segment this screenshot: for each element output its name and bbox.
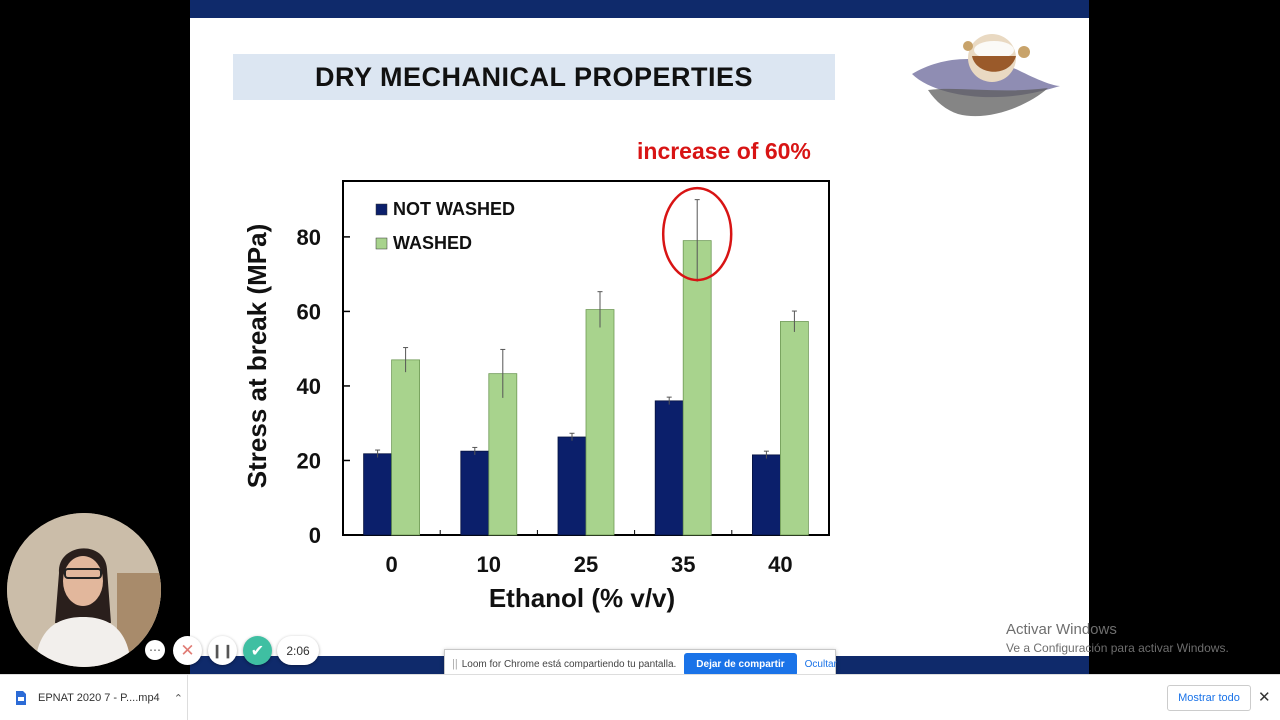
presentation-slide: DRY MECHANICAL PROPERTIES increase of 60… <box>190 0 1089 674</box>
y-tick-label: 20 <box>297 448 321 473</box>
bar-washed <box>391 359 421 536</box>
slide-title-box: DRY MECHANICAL PROPERTIES <box>233 54 835 100</box>
stop-sharing-button[interactable]: Dejar de compartir <box>684 652 797 676</box>
drag-handle-icon[interactable]: || <box>452 658 458 670</box>
stress-bar-chart: Stress at break (MPa) Ethanol (% v/v) 0 2… <box>242 180 830 613</box>
x-tick-label: 0 <box>385 552 397 577</box>
slide-top-bar <box>190 0 1089 18</box>
y-axis-label: Stress at break (MPa) <box>242 224 272 488</box>
logo-image <box>912 34 1060 117</box>
close-download-bar-button[interactable]: ✕ <box>1258 688 1271 706</box>
y-tick-label: 0 <box>309 523 321 548</box>
pause-icon: ❙❙ <box>211 642 234 658</box>
download-bar: EPNAT 2020 7 - P....mp4 ⌃ Mostrar todo ✕ <box>0 674 1280 720</box>
ellipsis-icon: ⋯ <box>149 643 161 657</box>
legend-label: WASHED <box>393 233 472 253</box>
legend-label: NOT WASHED <box>393 199 515 219</box>
webcam-bubble[interactable] <box>7 513 161 667</box>
finish-recording-button[interactable]: ✔ <box>243 636 272 665</box>
recording-timer: 2:06 <box>277 636 319 665</box>
x-tick-label: 25 <box>574 552 598 577</box>
hide-share-bar-button[interactable]: Ocultar <box>804 658 837 670</box>
x-axis-label: Ethanol (% v/v) <box>489 583 675 613</box>
y-tick-label: 60 <box>297 299 321 324</box>
activation-watermark-title: Activar Windows <box>1006 621 1117 638</box>
x-tick-label: 40 <box>768 552 792 577</box>
bar-washed <box>682 240 712 536</box>
bar-not-washed <box>752 454 781 536</box>
legend-swatch <box>375 203 388 216</box>
bar-not-washed <box>460 450 490 536</box>
bar-not-washed <box>557 436 587 536</box>
plot-area: 0 20 40 60 80 0 10 25 35 40 NOT WASHED WASHED <box>297 180 830 577</box>
download-item[interactable]: EPNAT 2020 7 - P....mp4 ⌃ <box>0 675 188 720</box>
pause-recording-button[interactable]: ❙❙ <box>208 636 237 665</box>
y-tick-label: 40 <box>297 374 321 399</box>
close-icon: ✕ <box>1258 689 1271 706</box>
more-options-button[interactable]: ⋯ <box>145 640 165 660</box>
check-icon: ✔ <box>250 642 265 660</box>
video-file-icon <box>16 691 26 705</box>
y-tick-label: 80 <box>297 225 321 250</box>
share-message: Loom for Chrome está compartiendo tu pan… <box>461 658 677 670</box>
activation-watermark-subtitle: Ve a Configuración para activar Windows. <box>1006 641 1229 655</box>
x-tick-label: 10 <box>477 552 501 577</box>
highlight-circle <box>661 186 733 282</box>
bar-not-washed <box>363 453 393 536</box>
bar-washed <box>585 309 615 536</box>
bar-washed <box>780 321 809 536</box>
increase-callout: increase of 60% <box>637 138 811 164</box>
cancel-recording-button[interactable]: ✕ <box>173 636 202 665</box>
slide-title: DRY MECHANICAL PROPERTIES <box>314 61 754 92</box>
show-all-downloads-button[interactable]: Mostrar todo <box>1167 685 1251 711</box>
bar-washed <box>488 373 518 536</box>
x-tick-label: 35 <box>671 552 695 577</box>
legend-swatch <box>375 237 388 250</box>
chevron-up-icon[interactable]: ⌃ <box>173 692 183 705</box>
presenter-avatar <box>7 513 161 667</box>
download-file-name: EPNAT 2020 7 - P....mp4 <box>38 692 160 704</box>
bar-not-washed <box>654 400 684 536</box>
close-icon: ✕ <box>180 640 195 660</box>
